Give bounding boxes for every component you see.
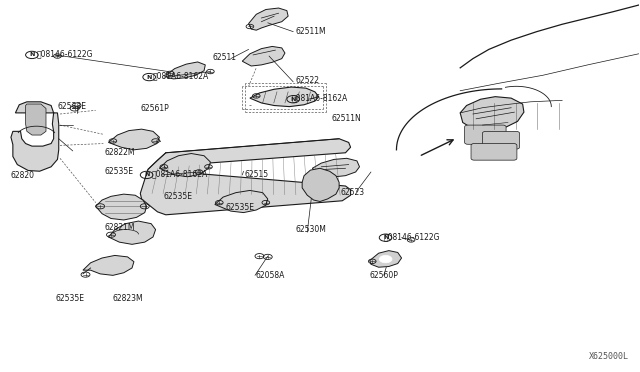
FancyBboxPatch shape xyxy=(483,131,520,149)
Polygon shape xyxy=(140,139,351,215)
Text: ⓝ08146-6122G: ⓝ08146-6122G xyxy=(384,232,440,241)
Text: X625000L: X625000L xyxy=(589,352,629,361)
Text: 62058A: 62058A xyxy=(255,271,284,280)
Polygon shape xyxy=(312,158,360,177)
Polygon shape xyxy=(370,251,401,267)
Polygon shape xyxy=(460,97,524,131)
Text: 62511: 62511 xyxy=(213,53,237,62)
Polygon shape xyxy=(302,168,339,202)
Text: 62535E: 62535E xyxy=(164,192,193,201)
Text: N: N xyxy=(144,173,149,177)
Text: 62822M: 62822M xyxy=(104,148,135,157)
Text: 62820: 62820 xyxy=(11,171,35,180)
Polygon shape xyxy=(96,194,147,220)
Polygon shape xyxy=(250,87,319,107)
Text: 62560P: 62560P xyxy=(370,271,399,280)
Text: 62821M: 62821M xyxy=(104,223,135,232)
Polygon shape xyxy=(166,62,205,79)
Text: ⓝ081A6-8162A: ⓝ081A6-8162A xyxy=(153,71,209,80)
Text: 62823M: 62823M xyxy=(113,294,143,303)
Text: N: N xyxy=(291,97,296,102)
Text: 62561P: 62561P xyxy=(140,104,169,113)
Polygon shape xyxy=(83,256,134,275)
Text: N: N xyxy=(29,52,35,57)
Text: ⓝ081A6-8162A: ⓝ081A6-8162A xyxy=(151,170,207,179)
Text: 62511N: 62511N xyxy=(332,114,361,123)
Text: 62535E: 62535E xyxy=(226,203,255,212)
Polygon shape xyxy=(108,129,159,150)
Text: 62515: 62515 xyxy=(245,170,269,179)
Polygon shape xyxy=(248,8,288,30)
Text: 62511M: 62511M xyxy=(296,27,326,36)
Text: N: N xyxy=(147,74,152,80)
Text: 62533E: 62533E xyxy=(58,102,86,111)
Text: 62530M: 62530M xyxy=(296,225,326,234)
Polygon shape xyxy=(159,154,211,177)
Circle shape xyxy=(380,256,392,263)
Polygon shape xyxy=(108,221,156,244)
Polygon shape xyxy=(215,190,268,212)
Polygon shape xyxy=(26,104,46,135)
Text: ⓝ081A6-8162A: ⓝ081A6-8162A xyxy=(291,94,348,103)
Polygon shape xyxy=(11,102,59,171)
Text: 62535E: 62535E xyxy=(104,167,134,176)
Polygon shape xyxy=(243,46,285,66)
Text: N: N xyxy=(383,235,388,240)
FancyBboxPatch shape xyxy=(465,125,506,144)
Text: 62523: 62523 xyxy=(340,188,365,197)
Text: 62522: 62522 xyxy=(296,76,320,85)
Text: ⓝ08146-6122G: ⓝ08146-6122G xyxy=(36,49,93,58)
FancyBboxPatch shape xyxy=(471,144,517,160)
Text: 62535E: 62535E xyxy=(56,294,84,303)
